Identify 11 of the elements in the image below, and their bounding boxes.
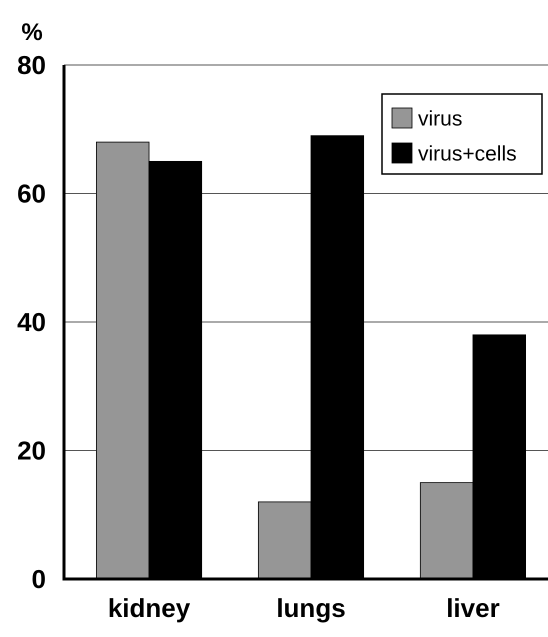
legend-label: virus+cells [418, 142, 517, 166]
y-tick-label: 40 [17, 307, 46, 338]
y-tick-label: 20 [17, 436, 46, 466]
legend-label: virus [418, 107, 462, 130]
x-tick-label: lungs [276, 593, 346, 623]
y-tick-label: 60 [17, 178, 46, 209]
y-tick-label: 0 [32, 564, 46, 594]
y-axis-title: % [21, 19, 43, 46]
x-tick-label: liver [446, 593, 500, 623]
y-tick-label: 80 [17, 50, 46, 80]
x-tick-label: kidney [108, 593, 191, 623]
